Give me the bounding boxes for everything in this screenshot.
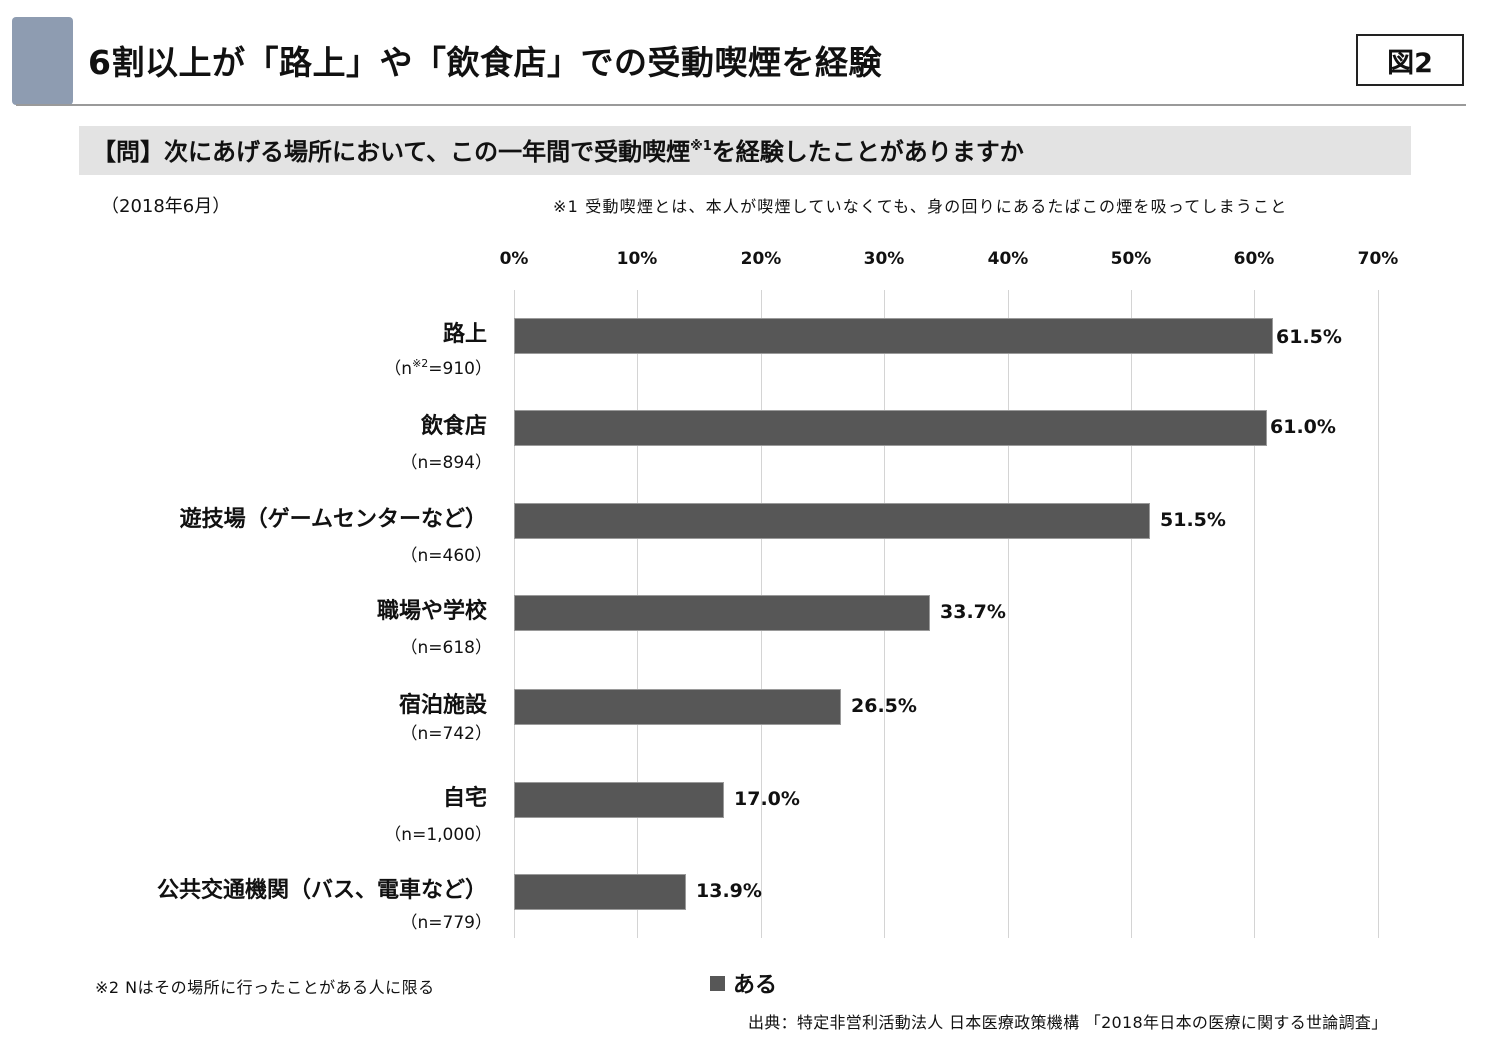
question-text-before: 【問】次にあげる場所において、この一年間で受動喫煙	[92, 138, 691, 166]
sample-size-value: =618）	[428, 638, 492, 658]
bar-3	[514, 595, 930, 631]
bar-value-label: 61.0%	[1270, 416, 1336, 438]
x-tick-label-30: 30%	[863, 249, 905, 269]
sample-size-value: =894）	[428, 453, 492, 473]
sample-size-value: =1,000）	[412, 825, 492, 845]
gridline-50	[1131, 290, 1132, 938]
sample-size-label: （n=618）	[401, 633, 492, 658]
bar-value-label: 26.5%	[851, 695, 917, 717]
x-tick-label-40: 40%	[987, 249, 1029, 269]
survey-question: 【問】次にあげる場所において、この一年間で受動喫煙※1を経験したことがありますか	[92, 132, 1024, 167]
sample-size-prefix: （n	[384, 359, 413, 379]
bar-value-label: 61.5%	[1276, 326, 1342, 348]
sample-size-label: （n=1,000）	[384, 820, 492, 845]
title-divider	[16, 104, 1466, 106]
bar-1	[514, 410, 1267, 446]
sample-size-value: =779）	[428, 913, 492, 933]
bar-5	[514, 782, 724, 818]
legend-swatch	[710, 975, 725, 991]
question-text-after: を経験したことがありますか	[711, 138, 1024, 166]
question-band	[79, 126, 1411, 175]
sample-size-label: （n=894）	[401, 448, 492, 473]
footnote-passive-smoking-definition: ※1 受動喫煙とは、本人が喫煙していなくても、身の回りにあるたばこの煙を吸ってし…	[553, 197, 1288, 216]
bar-value-label: 33.7%	[940, 601, 1006, 623]
x-tick-label-10: 10%	[616, 249, 658, 269]
x-tick-label-60: 60%	[1233, 249, 1275, 269]
sample-size-prefix: （n	[384, 825, 413, 845]
page-title: 6割以上が「路上」や「飲食店」での受動喫煙を経験	[88, 43, 882, 82]
sample-size-value: =910）	[428, 359, 492, 379]
sample-size-prefix: （n	[400, 453, 429, 473]
bar-0	[514, 318, 1273, 354]
x-tick-label-0: 0%	[499, 249, 529, 269]
x-tick-label-70: 70%	[1357, 249, 1399, 269]
question-note-mark: ※1	[690, 139, 712, 154]
survey-date: （2018年6月）	[101, 196, 231, 217]
sample-size-prefix: （n	[400, 638, 429, 658]
gridline-60	[1254, 290, 1255, 938]
x-tick-label-20: 20%	[740, 249, 782, 269]
sample-size-label: （n=742）	[401, 719, 492, 744]
sample-size-label: （n※2=910）	[384, 354, 492, 379]
sample-size-value: =460）	[428, 546, 492, 566]
category-label: 公共交通機関（バス、電車など）	[156, 878, 487, 903]
bar-6	[514, 874, 686, 910]
sample-size-label: （n=460）	[401, 541, 492, 566]
x-tick-label-50: 50%	[1110, 249, 1152, 269]
gridline-70	[1378, 290, 1379, 938]
legend-label: ある	[733, 973, 778, 998]
bar-value-label: 13.9%	[696, 880, 762, 902]
sample-size-value: =742）	[428, 724, 492, 744]
category-label: 宿泊施設	[398, 693, 487, 718]
figure-number-badge: 図2	[1356, 34, 1464, 86]
category-label: 飲食店	[420, 414, 487, 439]
footnote-sample-size: ※2 Nはその場所に行ったことがある人に限る	[95, 978, 435, 997]
source-citation: 出典：特定非営利活動法人 日本医療政策機構 「2018年日本の医療に関する世論調…	[748, 1013, 1388, 1032]
sample-size-note-mark: ※2	[412, 357, 429, 370]
bar-value-label: 17.0%	[734, 788, 800, 810]
category-label: 路上	[442, 322, 487, 347]
chart-legend: ある	[710, 967, 777, 999]
sample-size-prefix: （n	[400, 913, 429, 933]
bar-2	[514, 503, 1150, 539]
category-label: 職場や学校	[376, 599, 487, 624]
category-label: 自宅	[442, 786, 487, 811]
sample-size-label: （n=779）	[401, 908, 492, 933]
bar-value-label: 51.5%	[1160, 509, 1226, 531]
bar-4	[514, 689, 841, 725]
gridline-40	[1008, 290, 1009, 938]
sample-size-prefix: （n	[400, 724, 429, 744]
category-label: 遊技場（ゲームセンターなど）	[179, 507, 487, 532]
sample-size-prefix: （n	[400, 546, 429, 566]
title-accent-block	[12, 17, 73, 105]
